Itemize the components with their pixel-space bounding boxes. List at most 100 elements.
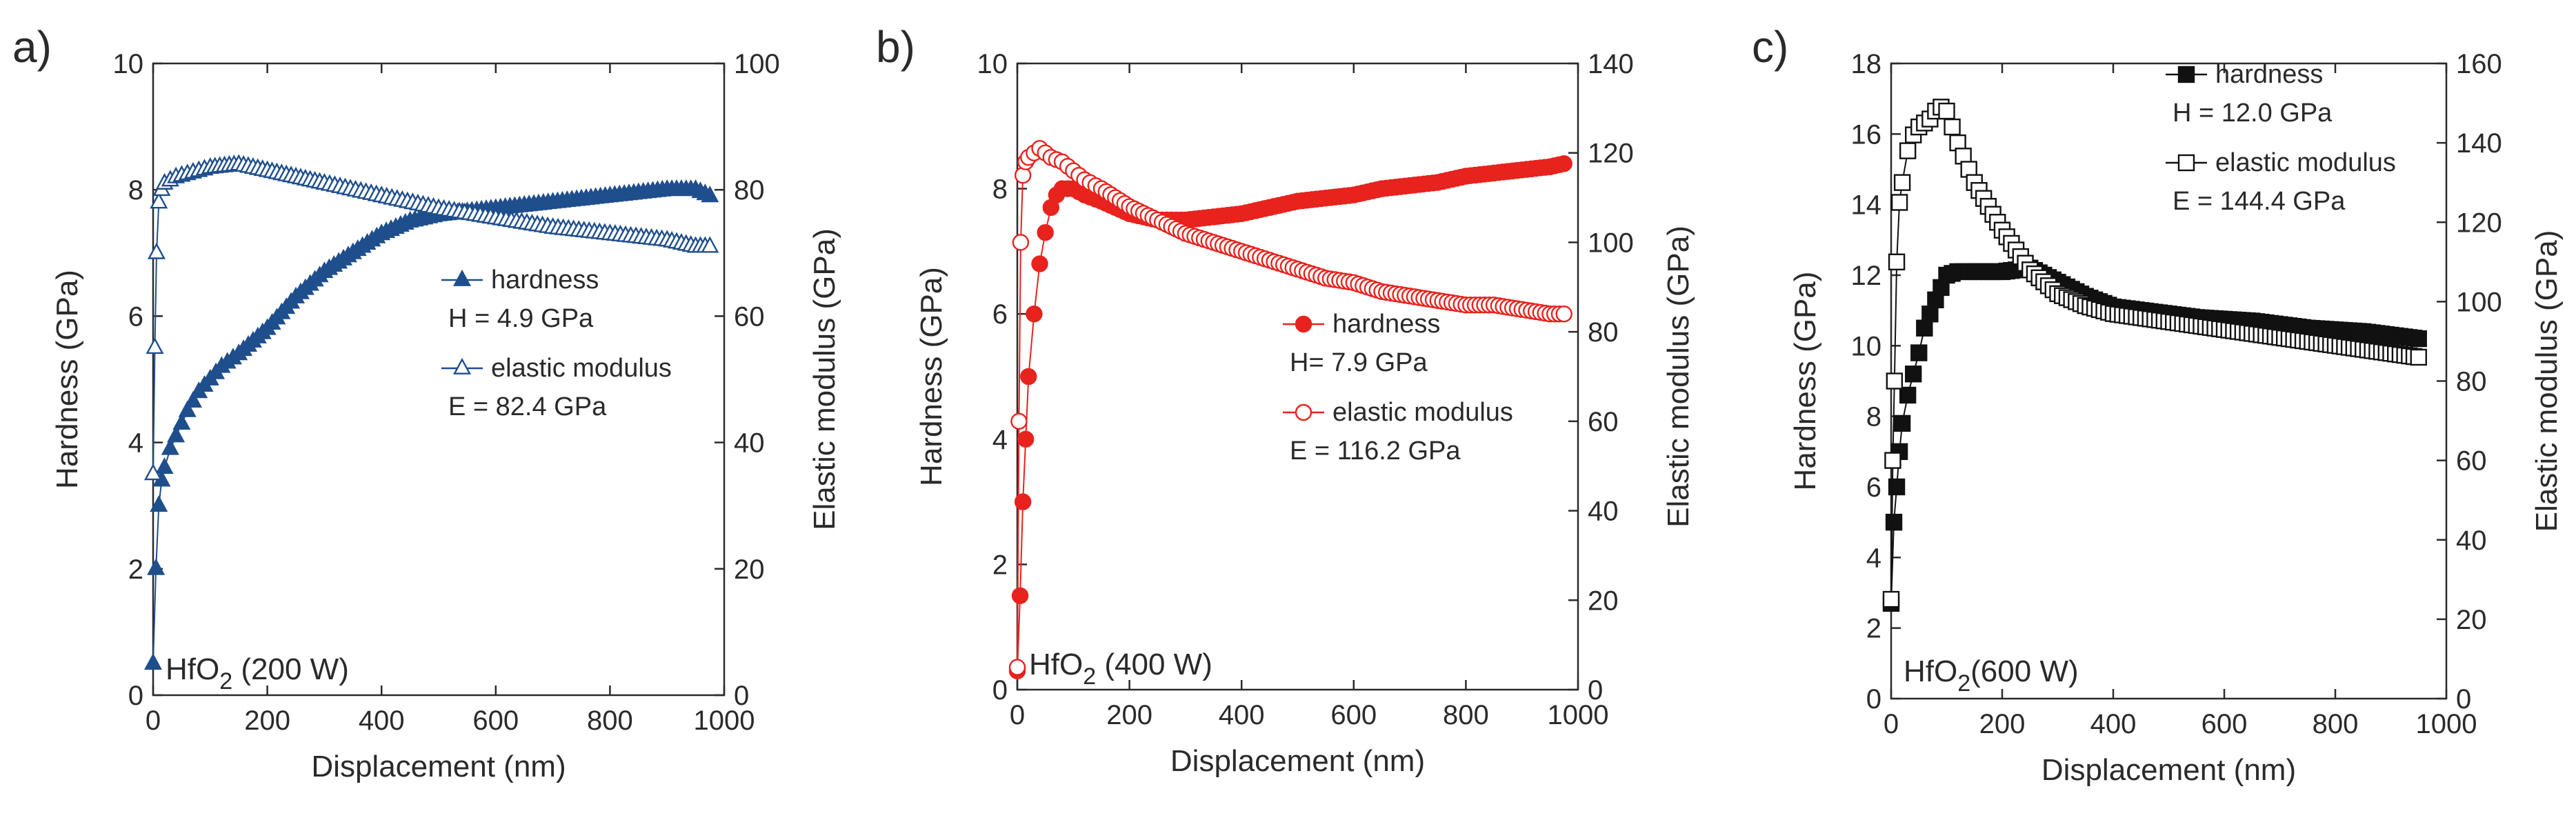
legend: hardness H = 4.9 GPa elastic modulus E = 82… xyxy=(441,266,672,421)
annotation-prefix: HfO xyxy=(166,652,219,686)
data-point xyxy=(1886,372,1904,390)
series-line xyxy=(152,189,710,664)
y-right-axis-title: Elastic modulus (GPa) xyxy=(1661,226,1695,528)
y-right-tick-label: 20 xyxy=(734,554,765,585)
data-point xyxy=(1882,590,1900,608)
legend-label: hardness xyxy=(1332,310,1440,339)
y-left-axis-title: Hardness (GPa) xyxy=(50,270,84,489)
data-point xyxy=(1921,306,1939,323)
sample-annotation: HfO2(600 W) xyxy=(1904,654,2079,697)
data-point xyxy=(1011,587,1029,604)
data-point xyxy=(1888,253,1906,271)
data-point xyxy=(1014,493,1032,510)
y-left-axis-title: Hardness (GPa) xyxy=(1788,272,1822,491)
y-right-tick-label: 40 xyxy=(734,428,765,459)
y-right-tick-label: 140 xyxy=(2456,128,2502,159)
y-left-tick-label: 16 xyxy=(1851,119,1882,150)
data-point xyxy=(172,412,191,430)
y-left-tick-label: 10 xyxy=(113,49,144,79)
y-left-tick-label: 10 xyxy=(977,49,1008,79)
y-left-tick-label: 0 xyxy=(128,681,143,711)
data-point xyxy=(1888,478,1906,496)
data-point xyxy=(1017,430,1035,448)
annotation-subscript: 2 xyxy=(1957,670,1970,697)
annotation-suffix: (400 W) xyxy=(1096,648,1212,681)
legend-value: E = 116.2 GPa xyxy=(1290,437,1461,466)
data-point xyxy=(150,192,168,209)
series-elastic-modulus xyxy=(1008,140,1572,676)
y-left-tick-label: 14 xyxy=(1851,190,1882,221)
y-right-tick-label: 120 xyxy=(2456,208,2502,238)
data-point xyxy=(1020,368,1037,386)
x-tick-label: 0 xyxy=(1010,700,1025,730)
x-tick-label: 600 xyxy=(472,706,519,736)
x-tick-label: 1000 xyxy=(2416,709,2477,739)
data-point xyxy=(147,558,166,575)
y-right-tick-label: 60 xyxy=(2456,446,2487,477)
data-point xyxy=(1904,366,1922,383)
y-right-tick-label: 100 xyxy=(1588,228,1634,258)
panel-label: a) xyxy=(12,22,52,72)
legend-value: E = 144.4 GPa xyxy=(2173,187,2346,216)
data-point xyxy=(1884,452,1901,469)
data-point xyxy=(1555,155,1572,172)
y-left-tick-label: 6 xyxy=(1866,472,1881,503)
x-tick-label: 600 xyxy=(2201,709,2248,739)
chart-panel-1: a)0 200 400 600 800 10000246810020406080100Di… xyxy=(12,22,841,783)
y-right-tick-label: 0 xyxy=(734,681,749,711)
x-axis-title: Displacement (nm) xyxy=(311,750,566,783)
legend-marker xyxy=(452,357,472,374)
annotation-subscript: 2 xyxy=(1083,663,1096,690)
data-point xyxy=(1008,659,1026,676)
y-right-tick-label: 0 xyxy=(2456,684,2471,714)
data-point xyxy=(150,495,168,512)
series-elastic-modulus xyxy=(1882,99,2427,608)
plot-frame xyxy=(1016,62,1579,691)
data-point xyxy=(1555,306,1572,323)
legend-value: H = 4.9 GPa xyxy=(448,304,594,333)
x-tick-label: 400 xyxy=(359,706,405,736)
legend: hardness H = 12.0 GPa elastic modulus E = 1… xyxy=(2166,60,2396,216)
y-right-tick-label: 100 xyxy=(734,49,780,79)
y-right-tick-label: 80 xyxy=(1588,317,1619,348)
data-point xyxy=(1037,223,1054,241)
y-right-axis-title: Elastic modulus (GPa) xyxy=(2530,230,2564,532)
data-point xyxy=(1014,166,1032,184)
x-tick-label: 600 xyxy=(1330,700,1377,730)
legend-label: hardness xyxy=(2215,60,2323,89)
y-left-tick-label: 8 xyxy=(128,175,143,206)
data-point xyxy=(183,390,202,408)
legend-marker xyxy=(2177,154,2195,172)
data-point xyxy=(1890,194,1908,211)
legend-value: H = 12.0 GPa xyxy=(2173,99,2333,128)
data-point xyxy=(1899,142,1917,159)
plot-frame xyxy=(152,62,726,697)
data-point xyxy=(155,457,174,474)
y-right-tick-label: 120 xyxy=(1588,139,1634,169)
legend-value: E = 82.4 GPa xyxy=(448,392,607,421)
x-axis-title: Displacement (nm) xyxy=(1170,744,1425,778)
data-point xyxy=(2410,330,2427,348)
x-tick-label: 1000 xyxy=(694,706,755,736)
x-tick-label: 200 xyxy=(1979,709,2026,739)
data-point xyxy=(1031,255,1048,272)
y-left-tick-label: 2 xyxy=(128,554,143,585)
data-point xyxy=(1010,412,1028,430)
legend-marker xyxy=(452,269,472,286)
x-tick-label: 800 xyxy=(2313,709,2359,739)
y-left-tick-label: 6 xyxy=(128,301,143,332)
y-left-tick-label: 6 xyxy=(992,299,1008,330)
y-right-tick-label: 100 xyxy=(2456,287,2502,317)
data-point xyxy=(701,236,719,253)
x-axis-title: Displacement (nm) xyxy=(2041,753,2296,787)
y-right-tick-label: 60 xyxy=(1588,407,1619,437)
annotation-prefix: HfO xyxy=(1904,654,1957,688)
y-left-tick-label: 0 xyxy=(1866,684,1881,714)
data-point xyxy=(161,438,179,455)
data-point xyxy=(1916,319,1933,337)
x-tick-label: 400 xyxy=(2090,709,2137,739)
data-point xyxy=(1893,414,1911,432)
legend-marker xyxy=(1295,403,1312,421)
legend-label: hardness xyxy=(491,266,599,294)
